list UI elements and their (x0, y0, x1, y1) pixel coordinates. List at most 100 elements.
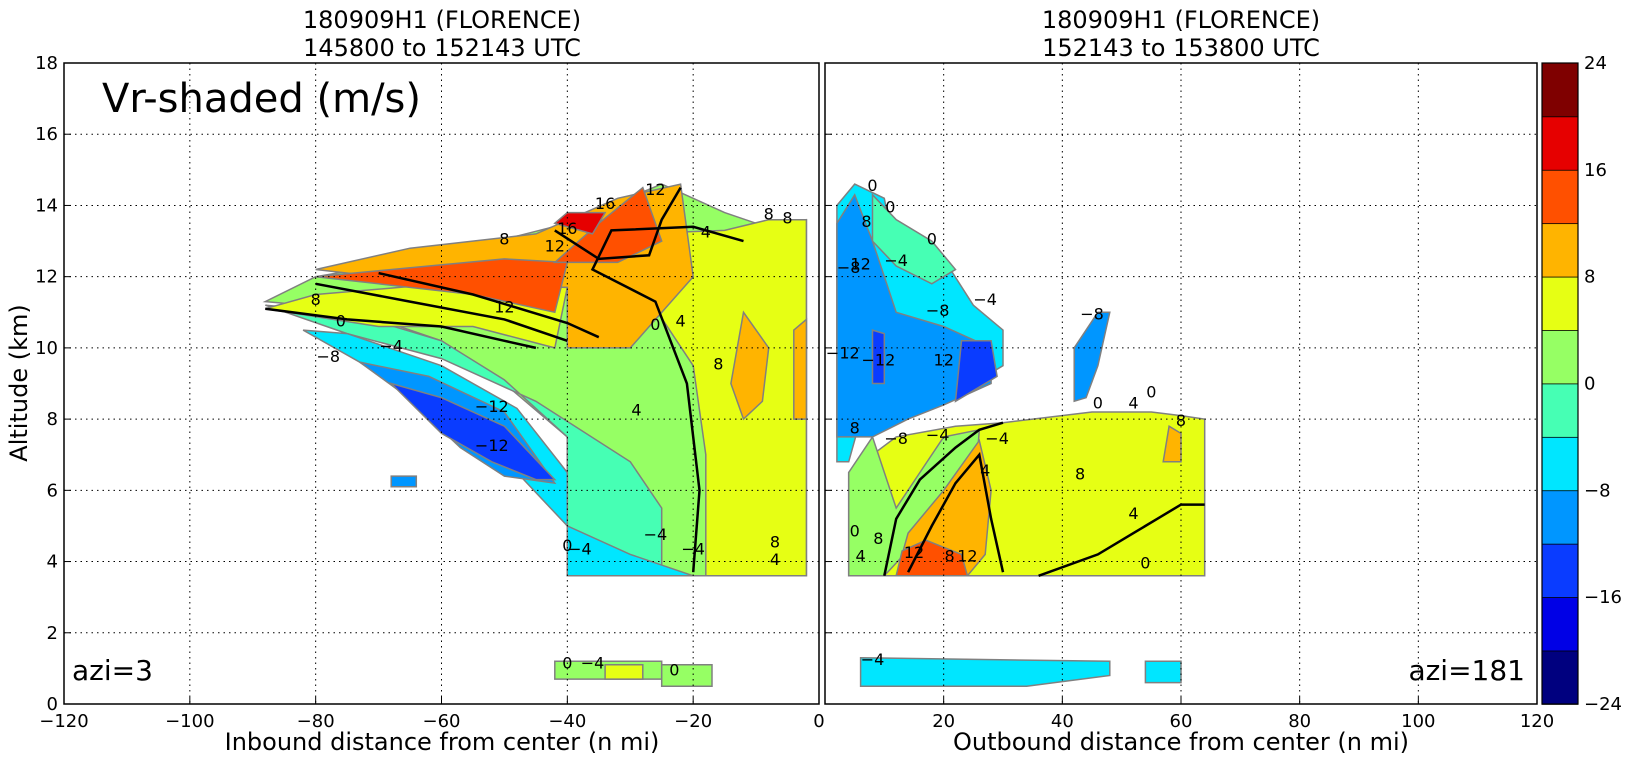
x-tick-label: −60 (423, 711, 461, 732)
contour-label: −8 (926, 301, 950, 320)
contour-label: 0 (562, 536, 572, 555)
y-tick-label: 18 (35, 53, 58, 74)
contour-label: 0 (1140, 554, 1150, 573)
y-tick-label: 6 (47, 480, 58, 501)
contour-label: 4 (1128, 504, 1138, 523)
contour-label: 8 (764, 205, 774, 224)
y-axis-label: Altitude (km) (5, 304, 33, 461)
colorbar-tick-label: 16 (1584, 160, 1607, 181)
colorbar-tick-label: 8 (1584, 267, 1595, 288)
colorbar-cell (1541, 596, 1579, 652)
colorbar-cell (1541, 169, 1579, 225)
left-region-15 (660, 664, 713, 687)
contour-label: 12 (645, 180, 665, 199)
left-title-line2: 145800 to 152143 UTC (303, 34, 581, 62)
x-tick-label: −20 (674, 711, 712, 732)
contour-label: −4 (973, 290, 997, 309)
colorbar-cell (1541, 489, 1579, 545)
left-x-axis-label: Inbound distance from center (n mi) (225, 728, 660, 756)
colorbar-tick-label: −8 (1584, 480, 1611, 501)
contour-label: 12 (904, 543, 924, 562)
contour-label: 4 (1128, 393, 1138, 412)
contour-label: 8 (1075, 465, 1085, 484)
left-contour-12 (378, 271, 600, 339)
colorbar-cell (1541, 116, 1579, 171)
left-contour-8 (315, 282, 568, 342)
left-region-9 (793, 317, 808, 420)
contour-label: 0 (336, 312, 346, 331)
left-contours (265, 186, 744, 573)
contour-label: 16 (595, 194, 615, 213)
contour-label: 8 (782, 208, 792, 227)
right-title-line1: 180909H1 (FLORENCE) (1042, 6, 1320, 34)
contour-label: 0 (927, 230, 937, 249)
y-tick-label: 12 (35, 267, 58, 288)
left-grid (64, 63, 819, 704)
right-region-6 (871, 192, 957, 285)
left-contour-0 (265, 307, 537, 350)
contour-label: −4 (985, 429, 1009, 448)
x-tick-label: 80 (1288, 711, 1311, 732)
contour-label: −12 (862, 351, 896, 370)
right-y-ticks (825, 62, 832, 705)
right-region-8 (871, 329, 886, 385)
contour-label: 12 (545, 237, 565, 256)
contour-label: −12 (475, 397, 509, 416)
right-region-2 (895, 438, 992, 577)
contour-label: −8 (317, 347, 341, 366)
x-tick-label: 120 (1520, 711, 1554, 732)
colorbar-cell (1541, 383, 1579, 438)
contour-label: −4 (681, 539, 705, 558)
shading-annotation: Vr-shaded (m/s) (102, 76, 421, 122)
colorbar-cell (1541, 222, 1579, 278)
contour-label: −8 (1080, 304, 1104, 323)
left-region-14 (604, 664, 644, 680)
y-tick-label: 14 (35, 195, 58, 216)
right-contour-8 (906, 451, 1005, 573)
colorbar-tick-label: −16 (1584, 587, 1622, 608)
y-tick-label: 0 (47, 694, 58, 715)
colorbar-tick-label: 24 (1584, 53, 1607, 74)
contour-label: −4 (926, 426, 950, 445)
contour-label: 8 (873, 529, 883, 548)
contour-label: −4 (644, 525, 668, 544)
left-panel: 180909H1 (FLORENCE) 145800 to 152143 UTC… (5, 6, 825, 756)
contour-label: 0 (650, 315, 660, 334)
left-azimuth-label: azi=3 (72, 654, 153, 687)
colorbar-cell (1541, 436, 1579, 492)
left-contour-4 (590, 225, 744, 573)
contour-label: 0 (1093, 393, 1103, 412)
right-region-12 (1144, 660, 1182, 684)
x-tick-label: 40 (1051, 711, 1074, 732)
colorbar-frame (1541, 62, 1579, 705)
x-tick-label: 100 (1401, 711, 1435, 732)
colorbar-cell (1541, 650, 1579, 705)
left-x-ticks: −120 −100 −80 −60 −40 −20 0 (39, 697, 825, 732)
colorbar-cell (1541, 329, 1579, 385)
contour-label: 0 (885, 198, 895, 217)
x-tick-label: −100 (165, 711, 214, 732)
contour-label: −4 (884, 251, 908, 270)
colorbar-ticks: 24 16 8 0 −8 −16 −24 (1584, 53, 1622, 715)
x-tick-label: −120 (39, 711, 88, 732)
contour-label: 4 (770, 550, 780, 569)
left-y-ticks: 0 2 4 6 8 10 12 14 16 18 (35, 53, 71, 715)
contour-label: 0 (1146, 383, 1156, 402)
x-tick-label: 60 (1170, 711, 1193, 732)
right-azimuth-label: azi=181 (1408, 654, 1525, 687)
right-region-11 (859, 656, 1111, 687)
contour-label: 8 (850, 418, 860, 437)
contour-label: −4 (568, 539, 592, 558)
contour-label: 4 (676, 312, 686, 331)
left-region-16 (390, 475, 418, 488)
y-tick-label: 8 (47, 409, 58, 430)
y-tick-label: 4 (47, 552, 58, 573)
contour-label: 4 (980, 461, 990, 480)
colorbar-cells (1541, 62, 1579, 705)
right-region-4 (1162, 424, 1182, 463)
contour-label: −8 (837, 258, 861, 277)
right-grid (825, 63, 1537, 704)
right-x-axis-label: Outbound distance from center (n mi) (953, 728, 1409, 756)
contour-label: 0 (867, 176, 877, 195)
